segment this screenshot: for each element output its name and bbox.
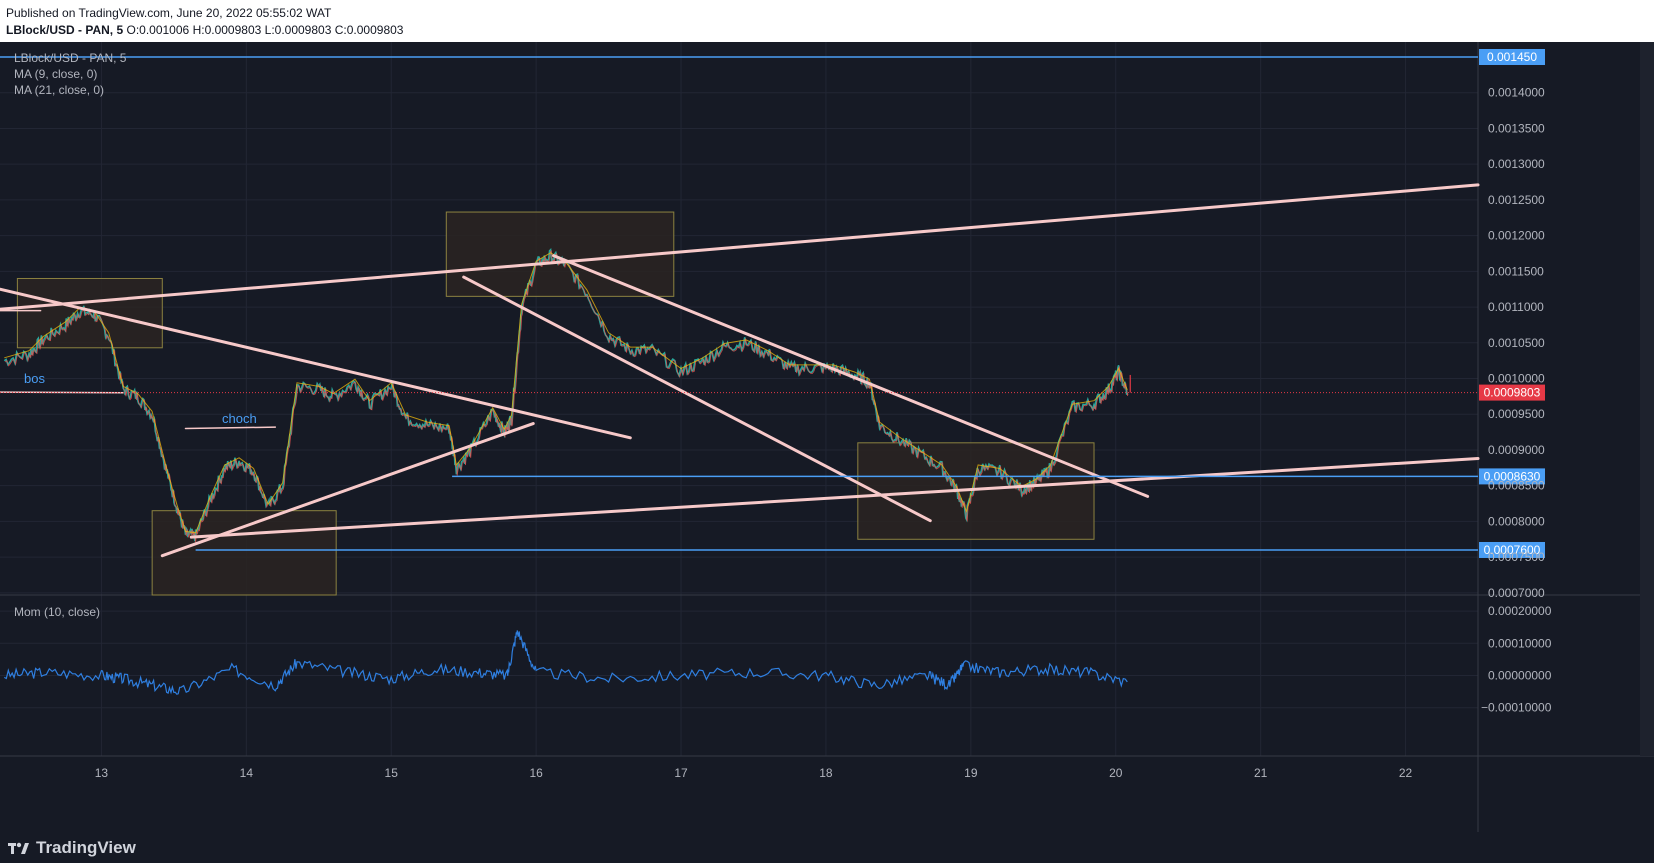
x-tick-19: 19 bbox=[964, 766, 978, 780]
tradingview-brand: TradingView bbox=[36, 838, 136, 857]
mom-tick-label: 0.00020000 bbox=[1488, 604, 1552, 618]
x-tick-13: 13 bbox=[95, 766, 109, 780]
price-tag-0.0007600 bbox=[1479, 541, 1545, 558]
legend-ma9: MA (9, close, 0) bbox=[14, 67, 98, 81]
y-tick-label: 0.0009000 bbox=[1488, 443, 1545, 457]
top-info-bar: Published on TradingView.com, June 20, 2… bbox=[0, 0, 1654, 42]
open-label: O: bbox=[126, 23, 140, 37]
footer-bar bbox=[0, 832, 1654, 863]
trendline-9 bbox=[184, 426, 277, 430]
y-tick-label: 0.0012000 bbox=[1488, 229, 1545, 243]
y-tick-label: 0.0008500 bbox=[1488, 479, 1545, 493]
y-tick-label: 0.0013000 bbox=[1488, 157, 1545, 171]
scrollbar-track bbox=[1640, 42, 1654, 756]
y-tick-label: 0.0013500 bbox=[1488, 121, 1545, 135]
price-axis[interactable]: 0.00070000.00075000.00080000.00085000.00… bbox=[1481, 86, 1552, 715]
momentum-series bbox=[4, 630, 1128, 695]
published-caption: Published on TradingView.com, June 20, 2… bbox=[6, 6, 332, 20]
low-label: L: bbox=[264, 23, 275, 37]
trendline-2 bbox=[0, 287, 632, 440]
mom-tick-label: 0.00000000 bbox=[1488, 669, 1552, 683]
tradingview-logo-icon bbox=[8, 842, 29, 854]
x-tick-22: 22 bbox=[1399, 766, 1413, 780]
ohlc-readout: LBlock/USD - PAN, 5 O:0.001006 H:0.00098… bbox=[6, 23, 403, 37]
y-tick-label: 0.0007000 bbox=[1488, 586, 1545, 600]
y-tick-label: 0.0011500 bbox=[1488, 264, 1544, 278]
chart-canvas[interactable]: 0.001450 0.0008630 0.0007600 0.0009803 0.00… bbox=[0, 42, 1654, 832]
y-tick-label: 0.0010000 bbox=[1488, 372, 1545, 386]
trendlines[interactable] bbox=[0, 183, 1480, 558]
legend-symbol: LBlock/USD - PAN, 5 bbox=[14, 51, 127, 65]
grid-lines bbox=[0, 42, 1654, 832]
close-label: C: bbox=[334, 23, 347, 37]
x-tick-16: 16 bbox=[529, 766, 543, 780]
zone-box-2 bbox=[445, 211, 675, 297]
symbol-title: LBlock/USD - PAN, 5 bbox=[6, 23, 124, 37]
supply-demand-zones bbox=[16, 211, 1095, 596]
high-label: H: bbox=[192, 23, 205, 37]
choch-label: choch bbox=[222, 411, 257, 426]
price-tag-text-0.0008630: 0.0008630 bbox=[1484, 469, 1541, 483]
last-price-tag bbox=[1479, 384, 1545, 401]
x-tick-14: 14 bbox=[240, 766, 254, 780]
chart-frame[interactable] bbox=[0, 42, 1654, 832]
high-value: 0.0009803 bbox=[204, 23, 262, 37]
price-tag-text-0.0007600: 0.0007600 bbox=[1484, 543, 1541, 557]
open-value: 0.001006 bbox=[139, 23, 190, 37]
close-value: 0.0009803 bbox=[346, 23, 404, 37]
price-series bbox=[3, 248, 1129, 543]
zone-box-3 bbox=[151, 510, 337, 596]
legend-momentum: Mom (10, close) bbox=[14, 605, 101, 619]
y-tick-label: 0.0014000 bbox=[1488, 86, 1545, 100]
trendline-6 bbox=[552, 254, 1150, 498]
y-tick-label: 0.0010500 bbox=[1488, 336, 1545, 350]
y-tick-label: 0.0011000 bbox=[1488, 300, 1544, 314]
y-tick-label: 0.0007500 bbox=[1488, 550, 1545, 564]
x-tick-17: 17 bbox=[674, 766, 688, 780]
zone-box-4 bbox=[857, 442, 1095, 540]
momentum-line bbox=[4, 630, 1128, 695]
y-tick-label: 0.0009500 bbox=[1488, 407, 1545, 421]
horizontal-levels[interactable]: 0.001450 0.0008630 0.0007600 0.0009803 bbox=[0, 49, 1545, 558]
tradingview-logo[interactable]: TradingView bbox=[8, 838, 136, 858]
y-tick-label: 0.0012500 bbox=[1488, 193, 1545, 207]
bos-label: bos bbox=[24, 371, 45, 386]
low-value: 0.0009803 bbox=[274, 23, 332, 37]
x-tick-20: 20 bbox=[1109, 766, 1123, 780]
price-wick-overlay bbox=[4, 250, 1129, 543]
price-tag-0.0008630 bbox=[1479, 468, 1545, 485]
mom-tick-label: 0.00010000 bbox=[1488, 636, 1552, 650]
ma21-line bbox=[4, 252, 1128, 534]
x-tick-21: 21 bbox=[1254, 766, 1268, 780]
price-tag-0.001450 bbox=[1479, 49, 1545, 66]
mom-tick-label: −0.00010000 bbox=[1481, 701, 1552, 715]
legend-ma21: MA (21, close, 0) bbox=[14, 83, 105, 97]
x-tick-15: 15 bbox=[385, 766, 399, 780]
y-tick-label: 0.0008000 bbox=[1488, 514, 1545, 528]
x-tick-18: 18 bbox=[819, 766, 833, 780]
last-price-text: 0.0009803 bbox=[1484, 386, 1541, 400]
trendline-4 bbox=[189, 457, 1480, 539]
trendline-5 bbox=[462, 275, 932, 523]
trendline-1 bbox=[0, 183, 1480, 311]
time-axis[interactable]: 13 14 15 16 17 18 19 20 21 22 bbox=[95, 766, 1413, 780]
price-tag-text-0.001450: 0.001450 bbox=[1487, 50, 1537, 64]
